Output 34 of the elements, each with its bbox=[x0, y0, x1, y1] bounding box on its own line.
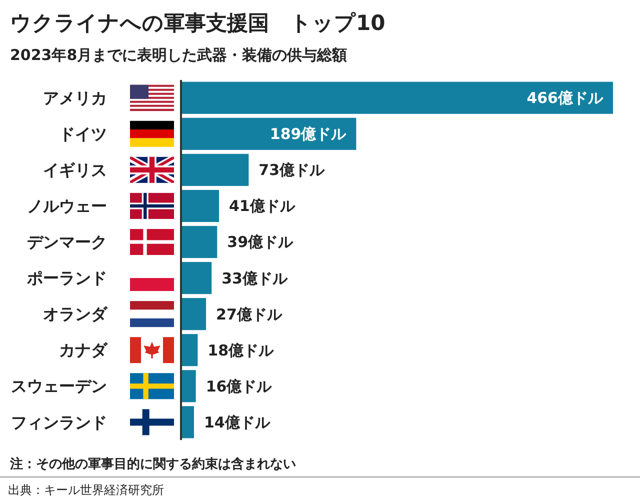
y-tick-label: ポーランド bbox=[26, 268, 107, 288]
data-label: 41億ドル bbox=[229, 197, 296, 216]
data-label: 33億ドル bbox=[222, 269, 288, 288]
data-label: 39億ドル bbox=[227, 233, 294, 252]
y-tick-label: フィンランド bbox=[11, 412, 107, 432]
y-tick-label: デンマーク bbox=[27, 232, 107, 252]
source-note: 出典：キール世界経済研究所 bbox=[8, 483, 164, 497]
chart-title: ウクライナへの軍事支援国 トップ10 bbox=[10, 11, 386, 35]
data-label: 16億ドル bbox=[206, 377, 273, 396]
data-label: 73億ドル bbox=[258, 161, 326, 180]
y-tick-label: オランダ bbox=[43, 304, 108, 324]
data-label: 14億ドル bbox=[204, 413, 271, 432]
y-tick-label: ドイツ bbox=[59, 124, 107, 144]
bar bbox=[181, 190, 220, 222]
bar bbox=[181, 370, 196, 402]
bar bbox=[181, 118, 356, 150]
bar bbox=[181, 298, 206, 330]
bar bbox=[181, 226, 218, 258]
bar bbox=[181, 334, 198, 366]
text: 注：その他の軍事目的に関する約束は含まれない bbox=[9, 456, 296, 472]
bar bbox=[181, 82, 613, 114]
data-label: 189億ドル bbox=[270, 125, 348, 144]
y-tick-label: ノルウェー bbox=[27, 196, 107, 216]
y-tick-label: アメリカ bbox=[43, 88, 107, 108]
data-label: 27億ドル bbox=[216, 305, 283, 324]
chart-subtitle: 2023年8月までに表明した武器・装備の供与総額 bbox=[10, 46, 348, 64]
bar bbox=[181, 262, 212, 294]
y-tick-label: イギリス bbox=[43, 160, 107, 180]
y-tick-label: カナダ bbox=[59, 340, 108, 360]
y-tick-label: スウェーデン bbox=[11, 376, 107, 396]
bar bbox=[181, 154, 249, 186]
bar bbox=[181, 406, 194, 438]
data-label: 466億ドル bbox=[526, 89, 604, 108]
data-label: 18億ドル bbox=[208, 341, 275, 360]
